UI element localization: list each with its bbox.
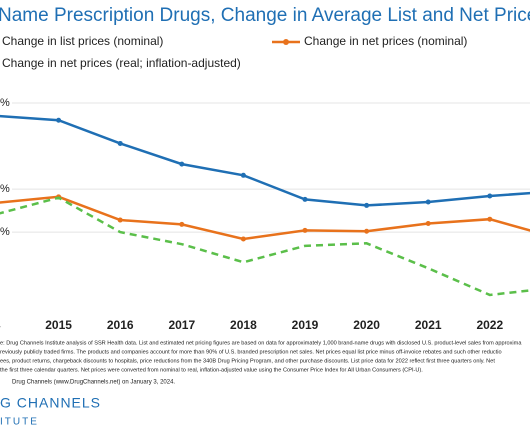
- legend-marker: [283, 39, 289, 45]
- x-tick-label: 2016: [107, 318, 134, 332]
- legend-label: Change in list prices (nominal): [2, 34, 163, 48]
- data-point: [364, 228, 370, 234]
- source: Drug Channels (www.DrugChannels.net) on …: [12, 380, 175, 386]
- data-point: [487, 216, 493, 222]
- data-point: [240, 236, 246, 242]
- y-tick-label: %: [0, 97, 10, 109]
- footnote: reviously publicly traded firms. The pro…: [0, 349, 502, 355]
- data-point: [425, 221, 431, 226]
- data-point: [240, 172, 246, 178]
- legend-label: Change in net prices (real; inflation-ad…: [2, 56, 241, 70]
- series-line: [0, 195, 530, 241]
- x-tick-label: 2022: [476, 318, 503, 332]
- x-tick-label: 2019: [292, 318, 319, 332]
- series-line: [0, 196, 530, 297]
- chart-title: Name Prescription Drugs, Change in Avera…: [0, 5, 530, 26]
- data-point: [56, 117, 62, 123]
- data-point: [117, 140, 123, 146]
- footnote: e: Drug Channels Institute analysis of S…: [0, 340, 522, 346]
- data-point: [487, 193, 493, 199]
- footnote: the first three calendar quarters. Net p…: [0, 367, 423, 373]
- data-point: [302, 196, 308, 202]
- series-line: [0, 114, 530, 207]
- data-point: [302, 227, 308, 233]
- footnote: ees, product returns, chargeback discoun…: [0, 358, 495, 364]
- x-tick-label: 4: [0, 318, 1, 332]
- data-point: [179, 161, 185, 167]
- data-point: [179, 221, 185, 227]
- x-tick-label: 2020: [353, 318, 380, 332]
- x-tick-label: 2021: [415, 318, 442, 332]
- x-tick-label: 2018: [230, 318, 257, 332]
- legend-label: Change in net prices (nominal): [304, 34, 467, 48]
- logo: G CHANNELS: [0, 395, 101, 411]
- y-tick-label: %: [0, 226, 10, 238]
- logo: ITUTE: [0, 417, 39, 428]
- data-point: [364, 202, 370, 208]
- data-point: [117, 217, 123, 223]
- x-tick-label: 2015: [45, 318, 72, 332]
- y-tick-label: %: [0, 183, 10, 195]
- x-tick-label: 2017: [168, 318, 195, 332]
- data-point: [425, 199, 431, 205]
